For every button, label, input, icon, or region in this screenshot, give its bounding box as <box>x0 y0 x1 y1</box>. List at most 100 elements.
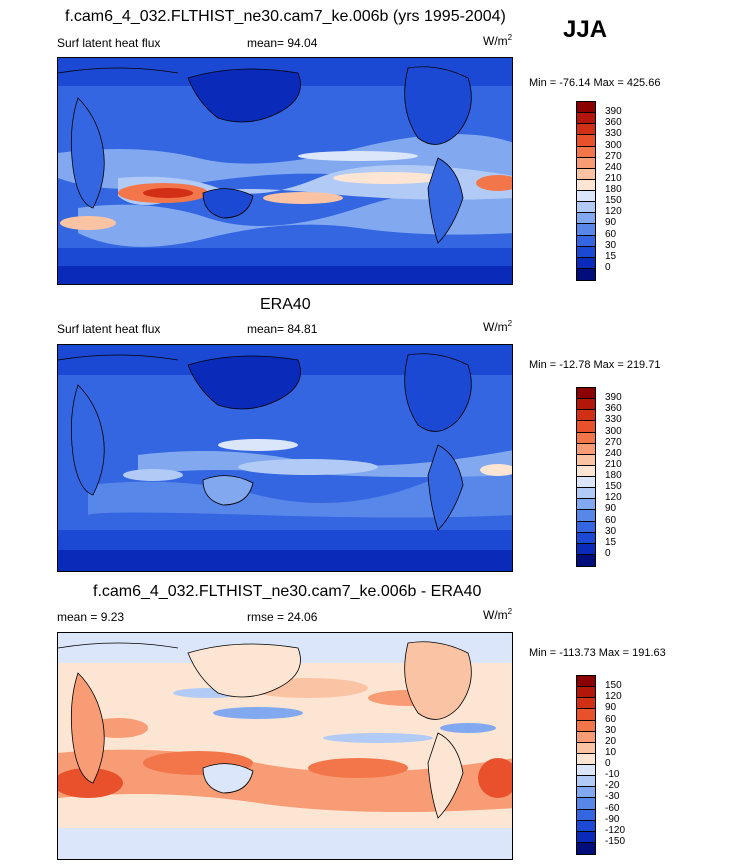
colorbar-tick-label: 270 <box>605 436 622 448</box>
colorbar-swatch <box>577 135 595 147</box>
colorbar-tick-label: 120 <box>605 691 622 703</box>
colorbar-swatch <box>577 709 595 721</box>
colorbar-tick-label: 90 <box>605 217 617 229</box>
colorbar-tick-label: 300 <box>605 425 622 437</box>
colorbar-tick-label: 300 <box>605 139 622 151</box>
colorbar-swatch <box>577 532 595 544</box>
colorbar-swatch <box>577 809 595 821</box>
panel3-mean-label: mean = 9.23 <box>57 610 125 624</box>
colorbar-swatch <box>577 146 595 158</box>
colorbar-tick-label: 390 <box>605 106 622 118</box>
colorbar-tick-label: 90 <box>605 702 617 714</box>
colorbar-swatch <box>577 202 595 214</box>
colorbar-swatch <box>577 765 595 777</box>
colorbar-swatch <box>577 521 595 533</box>
colorbar-swatch <box>577 787 595 799</box>
colorbar-tick-label: -10 <box>605 769 620 781</box>
colorbar-tick-label: 60 <box>605 713 617 725</box>
colorbar-tick-label: 0 <box>605 261 611 273</box>
panel3-minmax: Min = -113.73 Max = 191.63 <box>529 647 666 659</box>
colorbar-tick-label: 180 <box>605 184 622 195</box>
colorbar-swatch <box>577 246 595 258</box>
colorbar-swatch <box>577 543 595 555</box>
panel2-minmax: Min = -12.78 Max = 219.71 <box>529 359 661 371</box>
colorbar-tick-label: 180 <box>605 470 622 481</box>
colorbar-swatch <box>577 113 595 125</box>
colorbar-tick-label: 330 <box>605 414 622 426</box>
colorbar-tick-label: 10 <box>605 746 617 758</box>
colorbar-tick-label: 360 <box>605 403 622 415</box>
panel1-mean-label: mean= 94.04 <box>247 36 318 50</box>
panel1-units: W/m2 <box>483 33 513 48</box>
colorbar-swatch <box>577 102 595 114</box>
panel2-mean-label: mean= 84.81 <box>247 322 318 336</box>
colorbar-swatch <box>577 698 595 710</box>
colorbar-swatch <box>577 720 595 732</box>
colorbar-swatch <box>577 235 595 247</box>
colorbar-tick-label: 30 <box>605 724 617 736</box>
colorbar-swatch <box>577 465 595 477</box>
colorbar-tick-label: 60 <box>605 228 617 240</box>
panel2-colorbar <box>576 387 596 567</box>
colorbar-tick-label: 90 <box>605 503 617 515</box>
colorbar-swatch <box>577 257 595 269</box>
colorbar-tick-label: 20 <box>605 735 617 747</box>
colorbar-swatch <box>577 124 595 136</box>
colorbar-swatch <box>577 488 595 500</box>
colorbar-tick-label: -90 <box>605 813 620 825</box>
colorbar-tick-label: -120 <box>605 824 626 836</box>
colorbar-tick-label: -150 <box>605 835 626 847</box>
colorbar-tick-label: 120 <box>605 492 622 504</box>
colorbar-tick-label: -20 <box>605 780 620 792</box>
colorbar-swatch <box>577 432 595 444</box>
colorbar-tick-label: 270 <box>605 150 622 162</box>
colorbar-tick-label: 390 <box>605 392 622 404</box>
panel1-colorbar <box>576 101 596 281</box>
colorbar-tick-label: 210 <box>605 458 622 470</box>
colorbar-swatch <box>577 443 595 455</box>
panel1-map <box>57 57 513 285</box>
colorbar-swatch <box>577 157 595 169</box>
panel3-rmse-label: rmse = 24.06 <box>247 610 318 624</box>
colorbar-swatch <box>577 831 595 843</box>
colorbar-tick-label: -30 <box>605 791 620 803</box>
colorbar-swatch <box>577 421 595 433</box>
panel2-map <box>57 344 513 572</box>
colorbar-tick-label: -60 <box>605 802 620 814</box>
colorbar-tick-label: 240 <box>605 447 622 459</box>
colorbar-tick-label: 30 <box>605 525 617 537</box>
season-label: JJA <box>563 16 608 43</box>
colorbar-swatch <box>577 179 595 191</box>
panel1-title: f.cam6_4_032.FLTHIST_ne30.cam7_ke.006b (… <box>65 8 506 25</box>
panel3-title: f.cam6_4_032.FLTHIST_ne30.cam7_ke.006b -… <box>93 583 482 600</box>
colorbar-tick-label: 30 <box>605 239 617 251</box>
colorbar-swatch <box>577 510 595 522</box>
colorbar-swatch <box>577 410 595 422</box>
colorbar-swatch <box>577 687 595 699</box>
panel2-title: ERA40 <box>260 296 311 313</box>
panel2-units: W/m2 <box>483 319 513 334</box>
colorbar-swatch <box>577 554 595 566</box>
colorbar-tick-label: 150 <box>605 481 622 493</box>
colorbar-swatch <box>577 213 595 225</box>
colorbar-tick-label: 120 <box>605 206 622 218</box>
colorbar-tick-label: 15 <box>605 536 617 548</box>
panel3-units: W/m2 <box>483 607 513 622</box>
colorbar-swatch <box>577 776 595 788</box>
colorbar-tick-label: 210 <box>605 172 622 184</box>
colorbar-tick-label: 360 <box>605 117 622 129</box>
colorbar-swatch <box>577 499 595 511</box>
colorbar-swatch <box>577 477 595 489</box>
colorbar-swatch <box>577 224 595 236</box>
colorbar-tick-label: 60 <box>605 514 617 526</box>
colorbar-swatch <box>577 742 595 754</box>
colorbar-tick-label: 15 <box>605 250 617 262</box>
colorbar-tick-label: 330 <box>605 128 622 140</box>
colorbar-swatch <box>577 798 595 810</box>
panel2-variable-label: Surf latent heat flux <box>57 322 161 336</box>
colorbar-swatch <box>577 731 595 743</box>
colorbar-swatch <box>577 753 595 765</box>
colorbar-swatch <box>577 168 595 180</box>
colorbar-swatch <box>577 454 595 466</box>
colorbar-tick-label: 150 <box>605 195 622 207</box>
